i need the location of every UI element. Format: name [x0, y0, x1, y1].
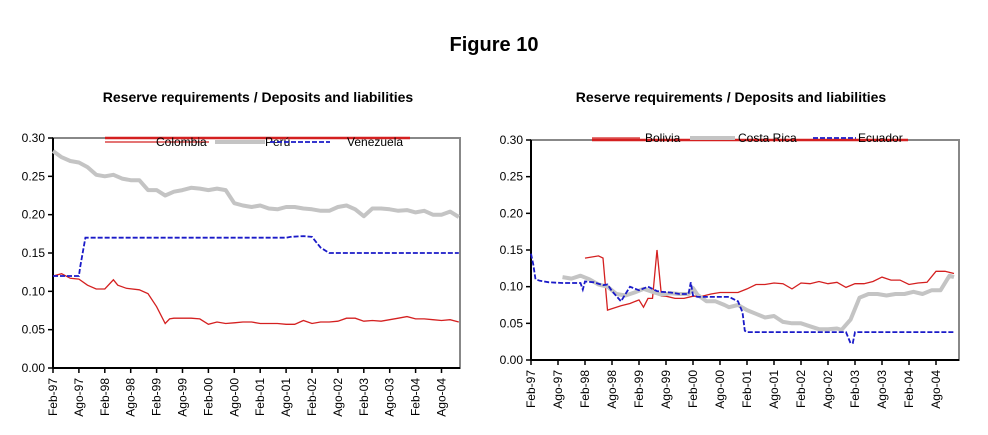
- y-tick-label: 0.05: [22, 323, 46, 337]
- x-tick-label: Ago-97: [551, 370, 565, 409]
- x-tick-label: Feb-04: [902, 370, 916, 408]
- x-tick-label: Ago-04: [435, 378, 449, 417]
- y-tick-label: 0.25: [500, 170, 524, 184]
- legend-label: Bolivia: [645, 131, 681, 145]
- x-tick-label: Ago-01: [767, 370, 781, 409]
- y-tick-label: 0.00: [500, 353, 524, 367]
- y-tick-label: 0.05: [500, 316, 524, 330]
- x-tick-label: Feb-98: [578, 370, 592, 408]
- y-tick-label: 0.25: [22, 169, 46, 183]
- x-tick-label: Feb-02: [305, 378, 319, 416]
- x-tick-label: Feb-99: [150, 378, 164, 416]
- plot-area: [530, 139, 960, 361]
- x-tick-label: Ago-03: [383, 378, 397, 417]
- x-tick-label: Ago-04: [929, 370, 943, 409]
- legend-label: Colombia: [156, 135, 207, 149]
- y-tick-label: 0.20: [22, 208, 46, 222]
- series-line-venezuela: [53, 235, 459, 277]
- figure-title: Figure 10: [449, 34, 539, 56]
- y-tick-label: 0.30: [22, 131, 46, 145]
- x-tick-label: Ago-98: [124, 378, 138, 417]
- chart-title: Reserve requirements / Deposits and liab…: [576, 89, 887, 105]
- x-tick-label: Feb-03: [357, 378, 371, 416]
- x-tick-label: Feb-04: [409, 378, 423, 416]
- y-tick-label: 0.30: [500, 133, 524, 147]
- series-line-per: [51, 149, 460, 219]
- x-tick-label: Ago-02: [331, 378, 345, 417]
- series-line-costa-rica: [562, 273, 955, 332]
- y-tick-label: 0.15: [22, 246, 46, 260]
- y-tick-label: 0.00: [22, 361, 46, 375]
- legend-label: Venezuela: [347, 135, 403, 149]
- x-tick-label: Feb-97: [46, 378, 60, 416]
- chart-left: Reserve requirements / Deposits and liab…: [22, 89, 461, 417]
- x-tick-label: Feb-97: [524, 370, 538, 408]
- x-tick-label: Ago-99: [659, 370, 673, 409]
- x-tick-label: Feb-01: [740, 370, 754, 408]
- y-tick-label: 0.20: [500, 206, 524, 220]
- x-tick-label: Ago-99: [176, 378, 190, 417]
- x-tick-label: Ago-97: [72, 378, 86, 417]
- y-tick-label: 0.10: [500, 280, 524, 294]
- legend-label: Costa Rica: [738, 131, 797, 145]
- x-tick-label: Feb-98: [98, 378, 112, 416]
- x-tick-label: Ago-01: [279, 378, 293, 417]
- series-line-colombia: [52, 273, 459, 326]
- x-tick-label: Ago-98: [605, 370, 619, 409]
- x-tick-label: Feb-00: [686, 370, 700, 408]
- chart-title: Reserve requirements / Deposits and liab…: [103, 89, 414, 105]
- legend-label: Ecuador: [858, 131, 903, 145]
- x-tick-label: Feb-00: [201, 378, 215, 416]
- series-line-ecuador: [530, 253, 954, 345]
- x-tick-label: Ago-03: [875, 370, 889, 409]
- x-tick-label: Ago-00: [227, 378, 241, 417]
- x-tick-label: Ago-00: [713, 370, 727, 409]
- y-tick-label: 0.15: [500, 243, 524, 257]
- series-line-bolivia: [584, 249, 955, 311]
- x-tick-label: Feb-02: [794, 370, 808, 408]
- chart-right: Reserve requirements / Deposits and liab…: [500, 89, 960, 409]
- x-tick-label: Feb-99: [632, 370, 646, 408]
- x-tick-label: Ago-02: [821, 370, 835, 409]
- x-tick-label: Feb-01: [253, 378, 267, 416]
- x-tick-label: Feb-03: [848, 370, 862, 408]
- y-tick-label: 0.10: [22, 284, 46, 298]
